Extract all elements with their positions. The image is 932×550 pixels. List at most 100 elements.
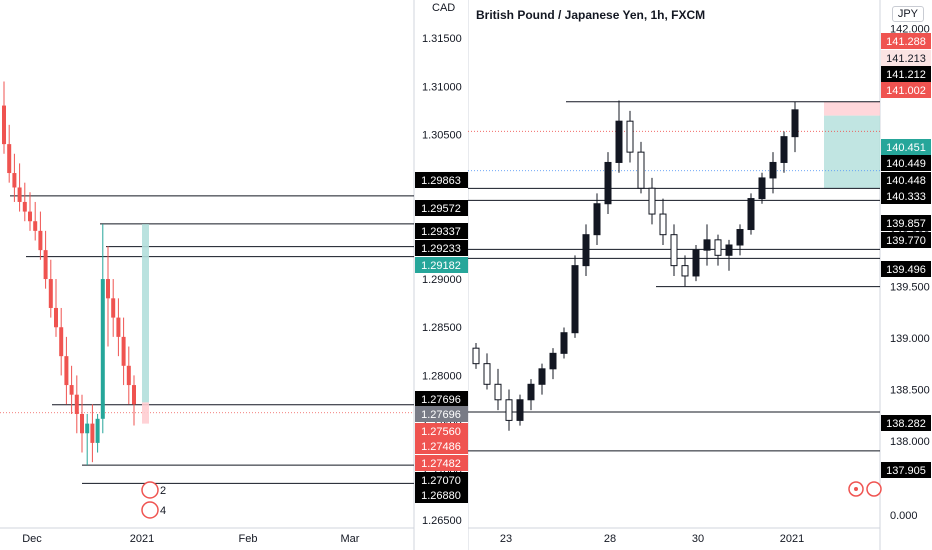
left-candle-body xyxy=(95,418,100,443)
right-y-tick: 139.000 xyxy=(890,333,930,345)
left-candle-body xyxy=(17,187,22,202)
right-candle-body xyxy=(648,187,656,215)
right-y-tick: 142.000 xyxy=(890,23,930,35)
right-candle-body xyxy=(681,265,689,277)
left-y-tick: 1.29000 xyxy=(422,274,462,286)
left-price-tag-text: 1.27070 xyxy=(421,475,461,487)
left-price-tag-text: 1.27696 xyxy=(421,394,461,406)
left-price-tag-text: 1.26880 xyxy=(421,490,461,502)
right-candle-body xyxy=(494,383,502,401)
left-price-tag xyxy=(415,391,468,407)
right-x-tick: 30 xyxy=(692,533,704,545)
right-price-tag xyxy=(881,415,931,431)
right-price-tag-text: 140.451 xyxy=(886,142,926,154)
left-price-tag xyxy=(415,423,468,439)
left-x-tick: 2021 xyxy=(130,533,154,545)
right-price-tag-text: 141.288 xyxy=(886,36,926,48)
right-chart-panel[interactable]: 142.000141.500140.500140.000139.500139.0… xyxy=(468,0,932,550)
left-price-tag-text: 1.29233 xyxy=(421,243,461,255)
right-candle-body xyxy=(582,234,590,267)
right-candle-body xyxy=(747,198,755,231)
right-price-tag xyxy=(881,462,931,478)
right-price-tag xyxy=(881,215,931,231)
currency-badge[interactable]: JPY xyxy=(891,6,924,22)
left-price-tag xyxy=(415,240,468,256)
left-price-tag-text: 1.27486 xyxy=(421,441,461,453)
right-x-tick: 2021 xyxy=(780,533,804,545)
right-candle-body xyxy=(780,136,788,163)
left-price-tag-text: 1.29863 xyxy=(421,175,461,187)
right-price-tag xyxy=(881,155,931,171)
right-chart-svg[interactable]: 142.000141.500140.500140.000139.500139.0… xyxy=(468,0,932,550)
right-candle-body xyxy=(571,265,579,334)
left-candle-body xyxy=(126,365,131,386)
left-price-tag-text: 1.27560 xyxy=(421,426,461,438)
left-price-tag-text: 1.29337 xyxy=(421,226,461,238)
left-price-tag xyxy=(415,438,468,454)
left-chart-svg[interactable]: 1.315001.310001.305001.300001.295001.290… xyxy=(0,0,468,550)
left-y-tick: 1.31500 xyxy=(422,33,462,45)
right-candle-body xyxy=(670,234,678,267)
left-candle-body xyxy=(2,105,6,145)
left-candle-body xyxy=(132,385,136,405)
right-price-tag xyxy=(881,33,931,49)
right-price-tag xyxy=(881,82,931,98)
event-marker-dot-icon xyxy=(854,487,858,491)
right-y-tick: 138.000 xyxy=(890,436,930,448)
left-x-tick: Mar xyxy=(341,533,360,545)
left-marker-label: 4 xyxy=(160,505,166,517)
right-price-tag-text: 139.857 xyxy=(886,218,926,230)
right-candle-body xyxy=(538,368,546,385)
right-y-tick: 0.000 xyxy=(890,510,918,522)
right-candle-body xyxy=(736,229,744,246)
right-price-tag xyxy=(881,172,931,188)
left-candle-body xyxy=(74,394,79,414)
right-candle-body xyxy=(527,383,535,401)
left-candle-body xyxy=(85,423,90,434)
left-candle-body xyxy=(90,423,95,443)
right-loss-zone xyxy=(824,101,880,116)
right-y-tick: 139.500 xyxy=(890,281,930,293)
left-currency-label: CAD xyxy=(432,2,456,14)
right-price-tag xyxy=(881,188,931,204)
right-candle-body xyxy=(769,161,777,179)
left-candle-body xyxy=(64,356,69,386)
left-y-tick: 1.28000 xyxy=(422,370,462,382)
left-candle-body xyxy=(33,221,38,231)
left-price-tag xyxy=(415,172,468,188)
right-candle-body xyxy=(549,352,557,370)
left-loss-zone xyxy=(142,402,149,424)
left-price-tag xyxy=(415,223,468,239)
left-candle-body xyxy=(22,201,27,212)
right-price-tag xyxy=(881,66,931,82)
right-price-tag-text: 138.282 xyxy=(886,418,926,430)
left-candle-body xyxy=(121,336,126,366)
left-chart-panel[interactable]: 1.315001.310001.305001.300001.295001.290… xyxy=(0,0,468,550)
right-candle-body xyxy=(714,239,722,256)
left-price-tag xyxy=(415,200,468,216)
right-profit-zone xyxy=(824,115,880,189)
flag-marker-icon xyxy=(866,481,882,497)
flag-marker-icon xyxy=(141,481,159,499)
left-candle-body xyxy=(100,279,105,419)
right-price-tag-text: 141.212 xyxy=(886,69,926,81)
right-candle-body xyxy=(725,244,733,256)
left-candle-body xyxy=(80,413,84,434)
left-price-tag-text: 1.29182 xyxy=(421,260,461,272)
right-candle-body xyxy=(758,177,766,200)
left-price-tag xyxy=(415,257,468,273)
right-candle-body xyxy=(626,120,634,153)
right-price-tag-text: 137.905 xyxy=(886,465,926,477)
left-price-tag xyxy=(415,406,468,422)
left-candle-body xyxy=(7,144,12,174)
right-price-tag-text: 140.333 xyxy=(886,191,926,203)
right-price-tag xyxy=(881,232,931,248)
left-candle-body xyxy=(28,211,32,222)
left-price-tag xyxy=(415,487,468,503)
right-candle-body xyxy=(637,151,645,189)
right-price-tag-text: 140.448 xyxy=(886,175,926,187)
left-price-tag xyxy=(415,455,468,471)
left-y-tick: 1.28500 xyxy=(422,322,462,334)
right-candle-body xyxy=(659,213,667,236)
right-price-tag-text: 141.213 xyxy=(886,53,926,65)
